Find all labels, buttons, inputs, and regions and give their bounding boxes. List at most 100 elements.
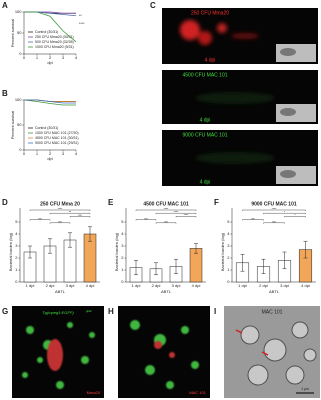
x-tick-label: 4	[75, 151, 78, 156]
x-tick-label: 3 dpi	[66, 283, 75, 288]
significance: ****	[58, 207, 64, 211]
image-label: gl22	[86, 309, 92, 313]
micrograph: 250 CFU Mma20 4 dpi 4500 CFU MAC 101 4 d…	[162, 8, 318, 186]
scale-label: 1 μm	[301, 387, 309, 391]
x-tick-label: 1 dpi	[26, 283, 35, 288]
y-tick-label: 2	[121, 255, 124, 260]
x-tick-label: 4	[75, 55, 78, 60]
x-tick-label: 2 dpi	[259, 283, 268, 288]
y-tick-label: 3	[15, 243, 18, 248]
x-axis-label: ABTL	[161, 289, 172, 294]
panel-label: F	[214, 198, 219, 207]
legend-label: 500 CFU Mma20 (32/35)	[35, 40, 74, 44]
x-tick-label: 4 dpi	[192, 283, 201, 288]
image-label: Mma20	[87, 390, 101, 395]
x-axis-label: dpi	[47, 156, 52, 161]
y-tick-label: 50	[17, 30, 22, 35]
legend-label: 1000 CFU MAC 101 (27/30)	[35, 131, 79, 135]
significance-bracket	[242, 209, 306, 211]
image-label: MAC 101	[189, 390, 206, 395]
significance: ****	[164, 207, 170, 211]
survival-line	[24, 99, 76, 104]
y-tick-label: 4	[121, 231, 124, 236]
image-label: MAC 101	[262, 309, 283, 315]
x-tick-label: 1	[36, 151, 39, 156]
x-tick-label: 3	[62, 55, 65, 60]
y-tick-label: 5	[121, 219, 124, 224]
significance: ns	[272, 220, 276, 224]
x-tick-label: 1	[36, 55, 39, 60]
y-tick-label: 3	[227, 243, 230, 248]
error-bar	[240, 254, 245, 272]
x-tick-label: 0	[23, 151, 26, 156]
significance-bracket	[263, 222, 285, 224]
significance-bracket	[49, 213, 91, 215]
legend-label: Control (30/31)	[35, 30, 58, 34]
survival-line	[24, 11, 77, 17]
significance-bracket	[69, 216, 91, 218]
legend-label: 1000 CFU Mma20 (9/31)	[35, 45, 74, 49]
y-tick-label: 1	[121, 267, 124, 272]
error-bar	[303, 240, 308, 259]
y-tick-label: 3	[121, 243, 124, 248]
significance: **	[79, 14, 82, 18]
x-axis-label: ABTL	[55, 289, 66, 294]
y-tick-label: 0	[15, 279, 18, 284]
significance: ns	[78, 213, 82, 217]
legend-label: 250 CFU Mma20 (30/31)	[35, 35, 74, 39]
significance: ****	[184, 213, 190, 217]
y-axis-label: Percent survival	[10, 19, 15, 48]
y-tick-label: 100	[15, 97, 22, 102]
significance-bracket	[49, 222, 71, 224]
significance-bracket	[155, 213, 197, 215]
significance: ****	[79, 22, 85, 26]
significance-bracket	[135, 219, 157, 221]
y-axis-label: Bacterial burden (log)	[114, 232, 119, 271]
image-label: 4 dpi	[205, 57, 216, 63]
error-bar	[28, 245, 32, 259]
survival-line	[23, 99, 76, 106]
y-tick-label: 2	[227, 255, 230, 260]
significance: ns	[38, 216, 42, 220]
y-tick-label: 1	[15, 267, 18, 272]
panel-label: H	[108, 307, 114, 316]
y-tick-label: 4	[227, 231, 230, 236]
significance: ns	[251, 216, 255, 220]
micrograph: Tg(mpeg1:EGFP) gl22 Mma20	[12, 306, 104, 398]
significance-bracket	[155, 222, 177, 224]
y-tick-label: 1	[227, 267, 230, 272]
significance: ns	[164, 220, 168, 224]
panel-label: B	[2, 89, 8, 98]
chart-title: 9000 CFU MAC 101	[251, 201, 297, 207]
image-label: Tg(mpeg1:EGFP)	[42, 310, 74, 315]
significance-bracket	[135, 209, 197, 211]
error-bar	[88, 226, 92, 242]
legend-label: 4500 CFU MAC 101 (30/31)	[35, 136, 79, 140]
y-tick-label: 5	[15, 219, 18, 224]
significance: *	[284, 210, 286, 214]
y-axis-label: Bacterial burden (log)	[220, 232, 225, 271]
significance: **	[69, 210, 72, 214]
x-tick-label: 3	[62, 151, 65, 156]
error-bar	[261, 258, 266, 274]
x-tick-label: 2	[49, 151, 52, 156]
y-tick-label: 0	[19, 147, 22, 152]
error-bar	[68, 232, 72, 248]
significance-bracket	[242, 219, 264, 221]
x-tick-label: 2 dpi	[46, 283, 55, 288]
y-axis-label: Percent survival	[10, 111, 15, 140]
significance: *	[294, 213, 296, 217]
micrograph: MAC 101	[118, 306, 210, 398]
x-axis-label: ABTL	[269, 289, 280, 294]
error-bar	[134, 260, 138, 276]
y-tick-label: 5	[227, 219, 230, 224]
significance: ****	[174, 210, 180, 214]
y-tick-label: 0	[121, 279, 124, 284]
image-label: 4500 CFU MAC 101	[182, 72, 227, 78]
legend-label: Control (30/31)	[35, 126, 58, 130]
image-label: 250 CFU Mma20	[191, 10, 229, 16]
error-bar	[282, 251, 287, 270]
y-tick-label: 2	[15, 255, 18, 260]
y-tick-label: 0	[227, 279, 230, 284]
